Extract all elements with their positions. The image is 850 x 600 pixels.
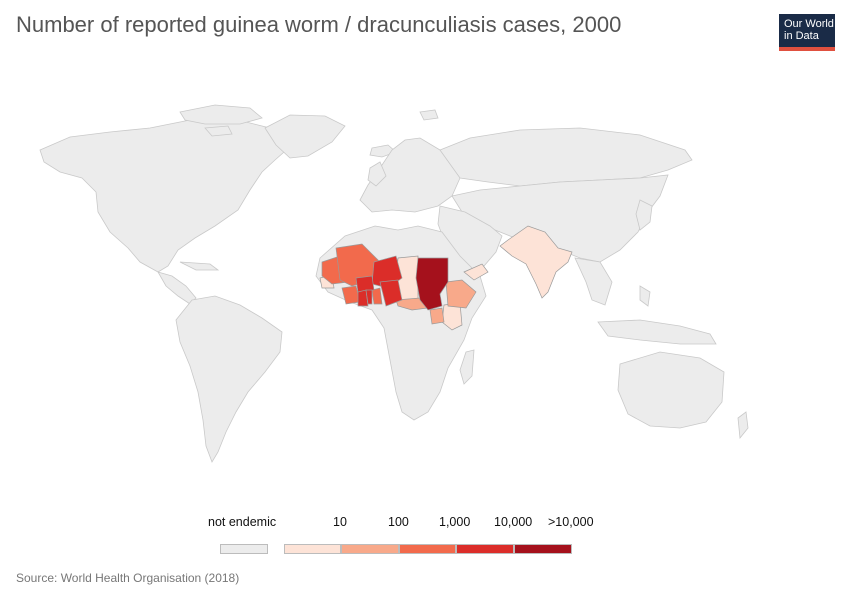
- legend-tick-gt10000: >10,000: [548, 515, 594, 529]
- ghana-region: [357, 289, 369, 307]
- ethiopia-region: [445, 279, 477, 309]
- cuba: [179, 261, 220, 271]
- legend-tick-100: 100: [388, 515, 409, 529]
- indonesia: [597, 319, 717, 345]
- nigeria-region: [379, 279, 403, 307]
- north-america: [39, 117, 293, 273]
- arctic-island-2: [204, 125, 233, 137]
- legend-tick-10000: 10,000: [494, 515, 533, 529]
- legend-bin-10-swatch: [284, 544, 341, 554]
- source-note: Source: World Health Organisation (2018): [16, 571, 240, 585]
- legend-not-endemic-swatch: [220, 544, 268, 554]
- burkina-region: [355, 275, 375, 293]
- legend-tick-1000: 1,000: [439, 515, 471, 529]
- greenland: [264, 114, 346, 159]
- legend-bin-1000-swatch: [399, 544, 456, 554]
- sudan-region: [415, 257, 449, 311]
- svalbard: [419, 109, 439, 121]
- philippines: [639, 285, 651, 307]
- togo-region: [365, 289, 373, 305]
- land-layer: [39, 104, 749, 463]
- india-region: [499, 225, 573, 299]
- south-america: [175, 295, 283, 463]
- legend-bin-100-swatch: [341, 544, 399, 554]
- australia: [617, 351, 725, 429]
- legend-tick-10: 10: [333, 515, 347, 529]
- endemic-countries-layer: [319, 225, 573, 331]
- southeast-asia: [574, 257, 613, 306]
- owid-logo[interactable]: Our World in Data: [779, 14, 835, 51]
- car-region: [395, 297, 429, 311]
- logo-line-1: Our World: [784, 18, 834, 30]
- logo-line-2: in Data: [784, 30, 819, 42]
- uganda-region: [429, 307, 445, 325]
- benin-region: [371, 287, 383, 305]
- arctic-islands: [179, 104, 263, 125]
- central-america: [157, 271, 197, 305]
- yemen-region: [463, 263, 489, 281]
- new-zealand: [737, 411, 749, 440]
- uk: [367, 161, 387, 187]
- logo-accent-bar: [779, 47, 835, 51]
- japan: [635, 199, 653, 231]
- legend-bin-gt10000-swatch: [514, 544, 572, 554]
- legend-not-endemic-label: not endemic: [208, 515, 277, 529]
- russia: [439, 127, 693, 187]
- legend-bin-10000-swatch: [456, 544, 514, 554]
- chart-title: Number of reported guinea worm / dracunc…: [16, 12, 622, 37]
- madagascar: [459, 349, 475, 385]
